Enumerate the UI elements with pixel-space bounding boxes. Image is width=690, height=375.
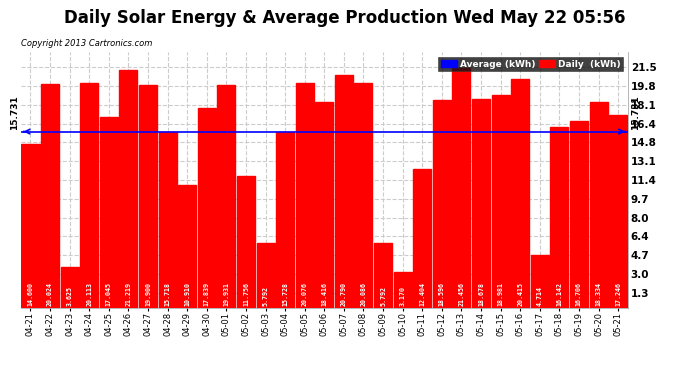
Bar: [41, 84, 59, 308]
Bar: [198, 108, 216, 308]
Text: 20.415: 20.415: [518, 282, 523, 306]
Bar: [413, 169, 431, 308]
Text: 4.714: 4.714: [537, 286, 543, 306]
Text: 16.706: 16.706: [576, 282, 582, 306]
Text: 10.910: 10.910: [184, 282, 190, 306]
Text: 15.728: 15.728: [282, 282, 288, 306]
Bar: [61, 267, 79, 308]
Bar: [119, 70, 137, 308]
Bar: [393, 272, 412, 308]
Bar: [570, 121, 588, 308]
Bar: [139, 85, 157, 308]
Bar: [491, 95, 510, 308]
Bar: [589, 102, 607, 308]
Text: 20.086: 20.086: [360, 282, 366, 306]
Text: 18.678: 18.678: [478, 282, 484, 306]
Text: 17.045: 17.045: [106, 282, 112, 306]
Text: 20.076: 20.076: [302, 282, 308, 306]
Text: 20.024: 20.024: [47, 282, 53, 306]
Bar: [315, 102, 333, 308]
Bar: [355, 83, 373, 308]
Text: 3.625: 3.625: [67, 286, 72, 306]
Text: Copyright 2013 Cartronics.com: Copyright 2013 Cartronics.com: [21, 39, 152, 48]
Text: 18.416: 18.416: [322, 282, 327, 306]
Text: 16.142: 16.142: [556, 282, 562, 306]
Text: 18.334: 18.334: [595, 282, 602, 306]
Text: 17.246: 17.246: [615, 282, 621, 306]
Bar: [257, 243, 275, 308]
Bar: [433, 99, 451, 308]
Bar: [178, 186, 196, 308]
Legend: Average (kWh), Daily  (kWh): Average (kWh), Daily (kWh): [438, 57, 623, 71]
Text: Daily Solar Energy & Average Production Wed May 22 05:56: Daily Solar Energy & Average Production …: [64, 9, 626, 27]
Text: 20.790: 20.790: [341, 282, 347, 306]
Bar: [551, 127, 569, 308]
Text: 15.731: 15.731: [631, 96, 640, 130]
Bar: [100, 117, 118, 308]
Bar: [531, 255, 549, 308]
Bar: [159, 132, 177, 308]
Text: 18.981: 18.981: [497, 282, 504, 306]
Bar: [296, 83, 314, 308]
Bar: [276, 132, 294, 308]
Bar: [472, 99, 490, 308]
Bar: [609, 115, 627, 308]
Text: 21.456: 21.456: [458, 282, 464, 306]
Text: 12.404: 12.404: [420, 282, 425, 306]
Text: 15.731: 15.731: [10, 96, 19, 130]
Text: 19.931: 19.931: [224, 282, 229, 306]
Bar: [511, 79, 529, 308]
Text: 5.792: 5.792: [380, 286, 386, 306]
Text: 20.113: 20.113: [86, 282, 92, 306]
Bar: [217, 85, 235, 308]
Bar: [453, 68, 471, 308]
Bar: [80, 82, 98, 308]
Bar: [21, 144, 39, 308]
Text: 19.900: 19.900: [145, 282, 151, 306]
Text: 21.219: 21.219: [126, 282, 131, 306]
Bar: [374, 243, 392, 308]
Bar: [335, 75, 353, 307]
Text: 15.718: 15.718: [165, 282, 170, 306]
Text: 18.596: 18.596: [439, 282, 445, 306]
Text: 3.170: 3.170: [400, 286, 406, 306]
Text: 11.756: 11.756: [243, 282, 249, 306]
Text: 17.839: 17.839: [204, 282, 210, 306]
Bar: [237, 176, 255, 308]
Text: 14.600: 14.600: [28, 282, 34, 306]
Text: 5.792: 5.792: [262, 286, 268, 306]
